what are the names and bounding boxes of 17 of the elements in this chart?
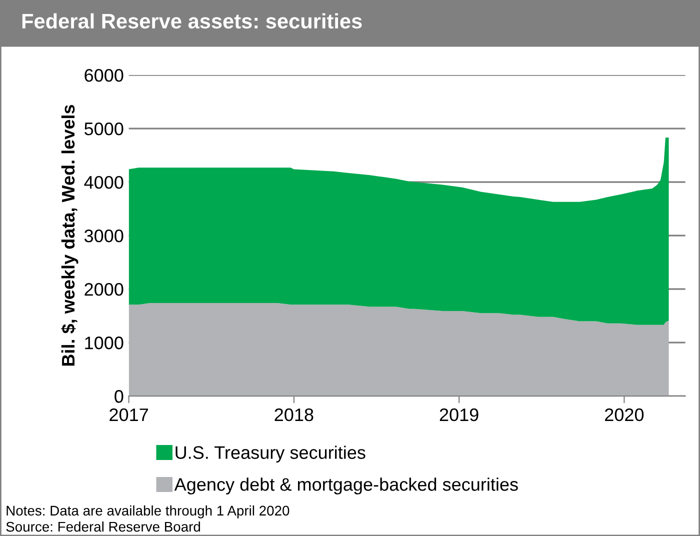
- y-axis-title: Bil. $, weekly data, Wed. levels: [61, 105, 78, 366]
- legend-label: U.S. Treasury securities: [176, 446, 366, 463]
- y-tick-label: 5000: [84, 122, 124, 136]
- source-note: Source: Federal Reserve Board: [6, 521, 200, 532]
- y-tick-label: 3000: [84, 230, 124, 242]
- x-tick-label: 2018: [274, 408, 314, 422]
- y-tick-label: 4000: [84, 176, 124, 189]
- chart-title: Federal Reserve assets: securities: [22, 13, 362, 29]
- x-tick-label: 2017: [110, 408, 148, 422]
- y-tick-label: 6000: [84, 68, 124, 82]
- legend-label: Agency debt & mortgage-backed securities: [174, 478, 518, 494]
- y-tick-label: 1000: [85, 336, 124, 350]
- y-tick-label: 2000: [84, 283, 124, 296]
- text: Notes: Data are available through 1 April 2020: [6, 505, 290, 518]
- x-tick-label: 2019: [440, 408, 478, 422]
- x-tick-label: 2020: [605, 408, 644, 422]
- y-tick-label: 0: [114, 390, 124, 403]
